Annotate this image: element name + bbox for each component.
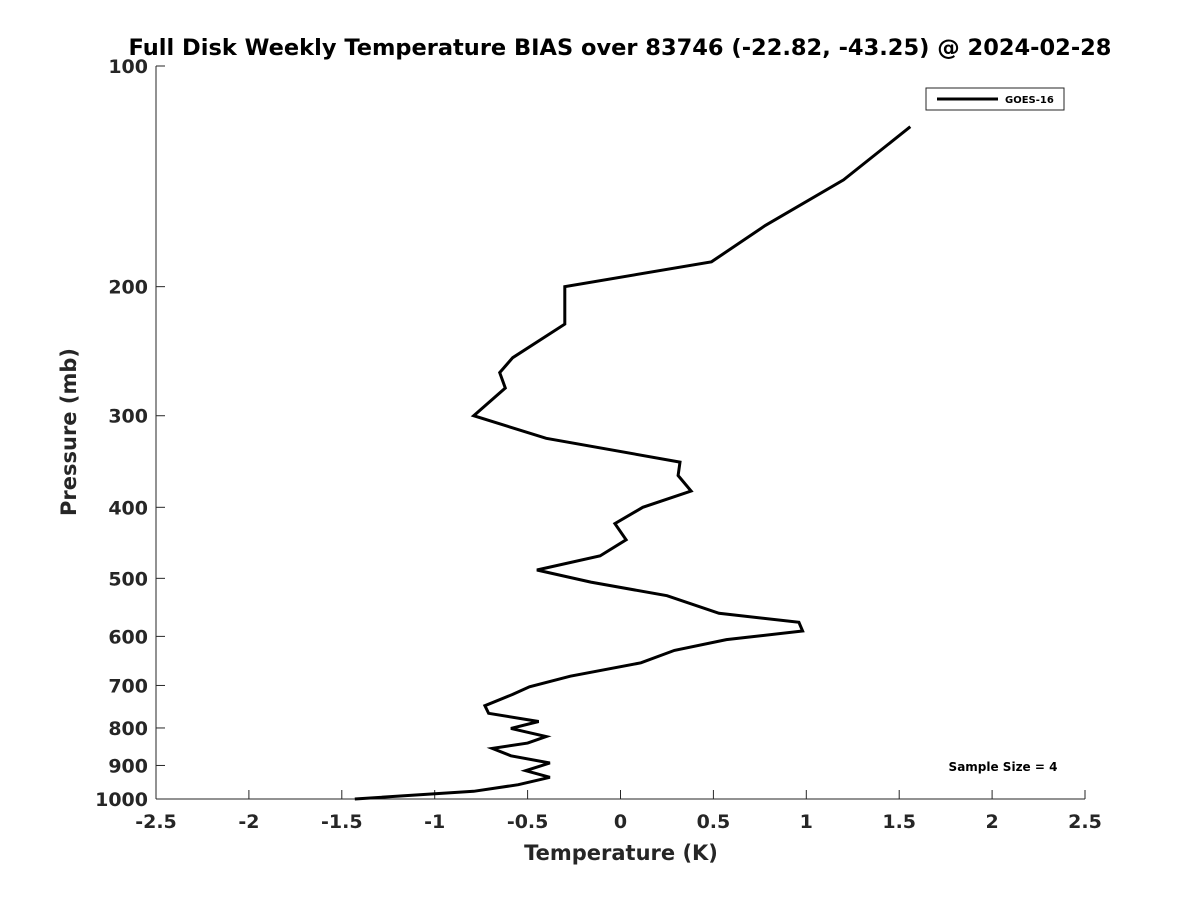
legend: GOES-16 — [925, 87, 1065, 111]
x-tick-label: 1 — [800, 811, 813, 833]
y-tick-label: 900 — [108, 755, 148, 777]
y-axis-label: Pressure (mb) — [57, 348, 81, 516]
y-tick-label: 300 — [108, 406, 148, 428]
x-tick-label: 2.5 — [1068, 811, 1102, 833]
series-line-goes-16 — [354, 125, 912, 801]
y-tick-label: 200 — [108, 277, 148, 299]
x-tick-label: 0 — [614, 811, 627, 833]
x-tick-label: -1 — [424, 811, 445, 833]
x-tick-label: -2 — [238, 811, 259, 833]
y-tick-label: 700 — [108, 675, 148, 697]
x-tick-label: -0.5 — [507, 811, 549, 833]
y-tick-label: 500 — [108, 568, 148, 590]
chart-title: Full Disk Weekly Temperature BIAS over 8… — [129, 35, 1112, 61]
axes: -2.5 -2 -1.5 -1 -0.5 0 0.5 1 1.5 2 2.5 100 200 300 400… — [95, 56, 1102, 833]
y-tick-label: 400 — [108, 497, 148, 519]
x-tick-label: 2 — [985, 811, 998, 833]
y-tick-label: 100 — [108, 56, 148, 78]
y-tick-label: 800 — [108, 718, 148, 740]
x-tick-label: -2.5 — [135, 811, 177, 833]
y-tick-label: 600 — [108, 626, 148, 648]
y-tick-label: 1000 — [95, 789, 148, 811]
series-layer — [354, 125, 912, 801]
x-tick-label: 0.5 — [697, 811, 731, 833]
sample-size-annotation: Sample Size = 4 — [949, 760, 1058, 774]
x-tick-label: -1.5 — [321, 811, 363, 833]
x-axis-label: Temperature (K) — [524, 841, 718, 865]
x-tick-label: 1.5 — [882, 811, 916, 833]
legend-entry-label: GOES-16 — [1005, 95, 1054, 106]
